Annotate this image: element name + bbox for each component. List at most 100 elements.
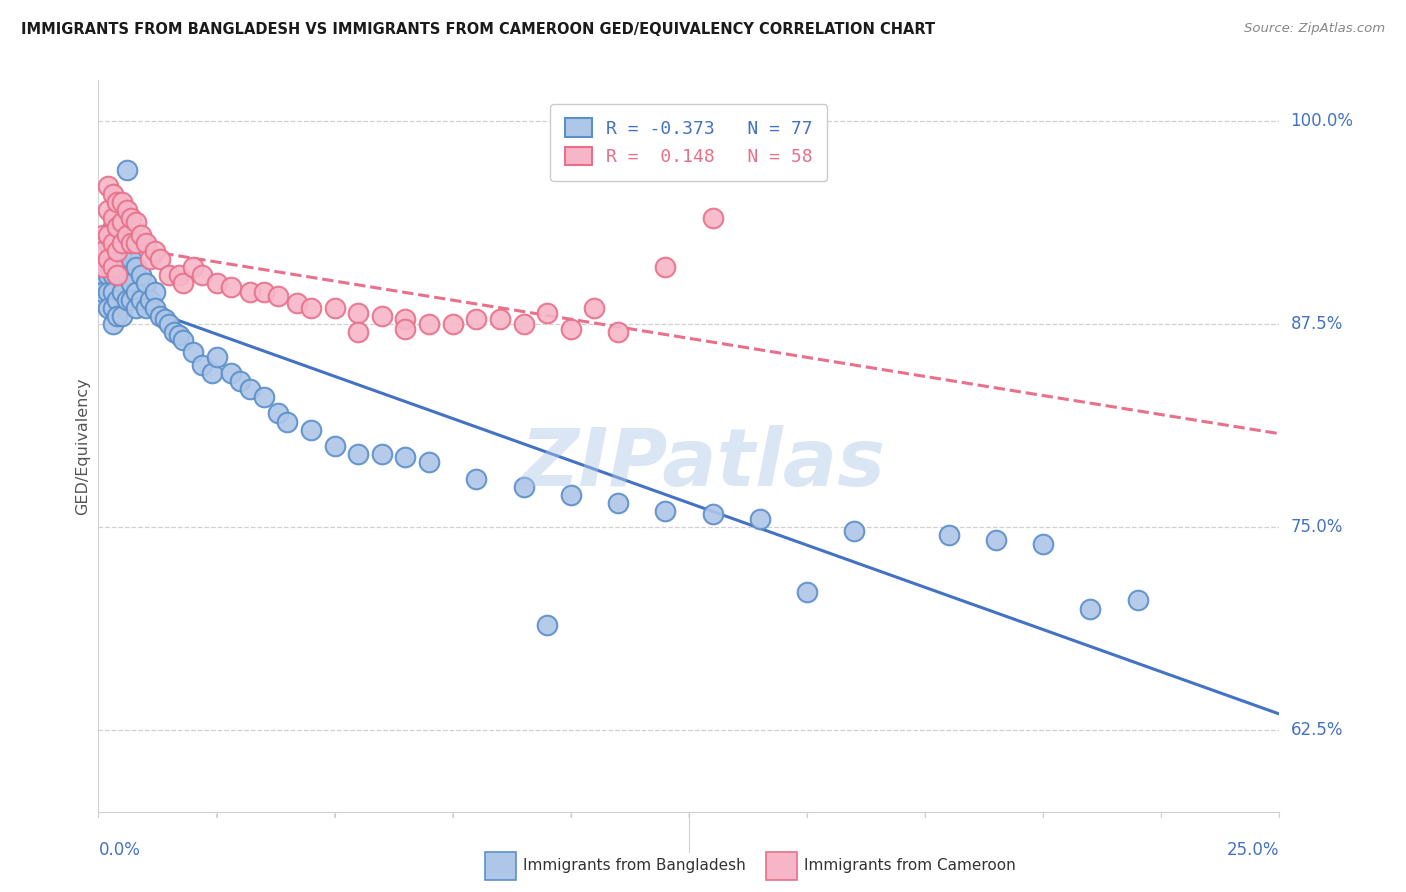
Point (97, 235, 120, 250)
Text: IMMIGRANTS FROM BANGLADESH VS IMMIGRANTS FROM CAMEROON GED/EQUIVALENCY CORRELATI: IMMIGRANTS FROM BANGLADESH VS IMMIGRANTS… (21, 22, 935, 37)
Point (394, 312, 416, 326)
Point (201, 366, 224, 380)
Point (219, 279, 242, 293)
Text: 0.0%: 0.0% (98, 841, 141, 859)
Point (91, 268, 114, 283)
Point (205, 350, 228, 364)
Point (172, 334, 194, 348)
Point (607, 496, 630, 510)
Point (560, 488, 582, 502)
Point (105, 293, 128, 307)
Point (135, 235, 157, 250)
Text: Immigrants from Cameroon: Immigrants from Cameroon (804, 858, 1017, 872)
Point (111, 309, 134, 323)
Point (149, 252, 172, 266)
Point (125, 285, 148, 299)
Point (97, 301, 120, 315)
Point (101, 187, 124, 202)
Point (125, 235, 148, 250)
Point (121, 252, 143, 266)
Point (844, 524, 866, 538)
Point (299, 423, 322, 437)
Point (347, 447, 370, 461)
Point (191, 358, 214, 372)
Point (101, 219, 124, 234)
Point (97, 252, 120, 266)
Point (465, 471, 488, 485)
Point (105, 195, 128, 210)
Point (115, 162, 138, 177)
Point (111, 195, 134, 210)
Point (465, 312, 488, 326)
Point (105, 244, 128, 258)
Point (253, 390, 276, 404)
Point (125, 301, 148, 315)
Point (560, 322, 582, 336)
Point (97, 285, 120, 299)
Point (125, 215, 148, 229)
Point (129, 227, 152, 242)
Point (115, 268, 138, 283)
Point (796, 585, 818, 599)
Point (129, 293, 152, 307)
Point (143, 285, 166, 299)
Point (512, 317, 534, 331)
Point (394, 450, 416, 465)
Point (229, 374, 252, 388)
Point (129, 268, 152, 283)
Point (121, 235, 143, 250)
Point (105, 227, 128, 242)
Point (91, 260, 114, 275)
Point (121, 293, 143, 307)
Point (97, 178, 120, 193)
Point (285, 296, 308, 310)
Text: Immigrants from Bangladesh: Immigrants from Bangladesh (523, 858, 745, 872)
Point (267, 289, 290, 303)
Point (97, 268, 120, 283)
Point (512, 480, 534, 494)
Point (276, 415, 298, 429)
Point (181, 344, 204, 359)
Text: 75.0%: 75.0% (1291, 518, 1343, 536)
Point (654, 260, 676, 275)
Point (583, 301, 606, 315)
Point (115, 293, 138, 307)
Point (97, 203, 120, 218)
Point (219, 366, 242, 380)
Point (111, 215, 134, 229)
Point (394, 322, 416, 336)
Point (105, 252, 128, 266)
Point (347, 325, 370, 339)
Point (139, 293, 162, 307)
Point (347, 306, 370, 320)
Point (101, 268, 124, 283)
Point (748, 512, 770, 526)
Point (205, 277, 228, 291)
Point (654, 504, 676, 518)
Point (299, 301, 322, 315)
Point (371, 447, 394, 461)
Point (91, 244, 114, 258)
Point (105, 219, 128, 234)
Text: ZIPatlas: ZIPatlas (520, 425, 886, 503)
Point (167, 328, 190, 343)
Point (115, 203, 138, 218)
Point (143, 244, 166, 258)
Point (121, 277, 143, 291)
Point (135, 301, 157, 315)
Point (101, 244, 124, 258)
Point (1080, 601, 1102, 615)
Point (125, 260, 148, 275)
Point (105, 309, 128, 323)
Point (607, 325, 630, 339)
Text: 25.0%: 25.0% (1227, 841, 1279, 859)
Point (167, 268, 190, 283)
Point (418, 317, 440, 331)
Point (101, 285, 124, 299)
Point (157, 317, 180, 331)
Point (489, 312, 512, 326)
Point (253, 285, 276, 299)
Point (239, 382, 262, 396)
Point (181, 260, 204, 275)
Point (418, 455, 440, 469)
